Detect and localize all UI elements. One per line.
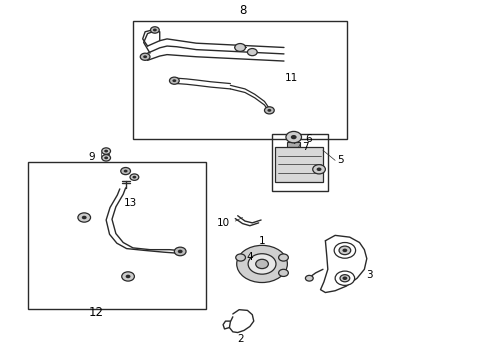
Circle shape — [248, 254, 276, 274]
Bar — [133, 21, 347, 139]
Circle shape — [343, 249, 347, 252]
Circle shape — [125, 275, 130, 278]
Circle shape — [78, 213, 91, 222]
Circle shape — [153, 28, 157, 31]
Text: 12: 12 — [89, 306, 104, 319]
Text: 11: 11 — [285, 73, 298, 83]
Circle shape — [102, 148, 111, 154]
Text: 4: 4 — [246, 252, 253, 262]
Circle shape — [121, 167, 130, 175]
Text: 13: 13 — [124, 198, 137, 208]
Text: 8: 8 — [239, 4, 246, 17]
Circle shape — [178, 249, 183, 253]
Bar — [288, 142, 300, 147]
Text: 5: 5 — [337, 156, 343, 165]
Circle shape — [279, 254, 288, 261]
Circle shape — [82, 216, 87, 219]
Circle shape — [236, 254, 245, 261]
Text: 3: 3 — [366, 270, 372, 280]
Circle shape — [174, 247, 186, 256]
Text: 2: 2 — [237, 334, 244, 344]
Circle shape — [130, 174, 139, 180]
Circle shape — [305, 275, 313, 281]
Circle shape — [123, 170, 127, 172]
Circle shape — [237, 246, 288, 283]
Circle shape — [247, 49, 257, 56]
Text: 6: 6 — [305, 134, 312, 144]
Circle shape — [170, 77, 179, 84]
Circle shape — [122, 272, 134, 281]
Bar — [272, 134, 328, 191]
Text: 7: 7 — [303, 142, 309, 152]
Circle shape — [104, 157, 108, 159]
Text: 10: 10 — [217, 218, 230, 228]
Bar — [275, 147, 323, 182]
Circle shape — [286, 131, 301, 143]
Circle shape — [104, 150, 108, 153]
Bar — [28, 162, 206, 309]
Circle shape — [268, 109, 271, 112]
Circle shape — [291, 135, 296, 139]
Circle shape — [340, 275, 350, 282]
Circle shape — [256, 259, 269, 269]
Circle shape — [102, 155, 111, 161]
Circle shape — [172, 79, 176, 82]
Circle shape — [343, 276, 347, 280]
Circle shape — [143, 55, 147, 58]
Text: 9: 9 — [88, 152, 95, 162]
Circle shape — [235, 44, 245, 51]
Circle shape — [150, 27, 159, 33]
Circle shape — [279, 269, 288, 276]
Circle shape — [265, 107, 274, 114]
Circle shape — [339, 246, 351, 255]
Circle shape — [140, 53, 150, 60]
Circle shape — [335, 271, 355, 285]
Circle shape — [132, 176, 136, 179]
Circle shape — [317, 167, 321, 171]
Circle shape — [334, 243, 356, 258]
Circle shape — [313, 165, 325, 174]
Text: 1: 1 — [259, 236, 266, 246]
